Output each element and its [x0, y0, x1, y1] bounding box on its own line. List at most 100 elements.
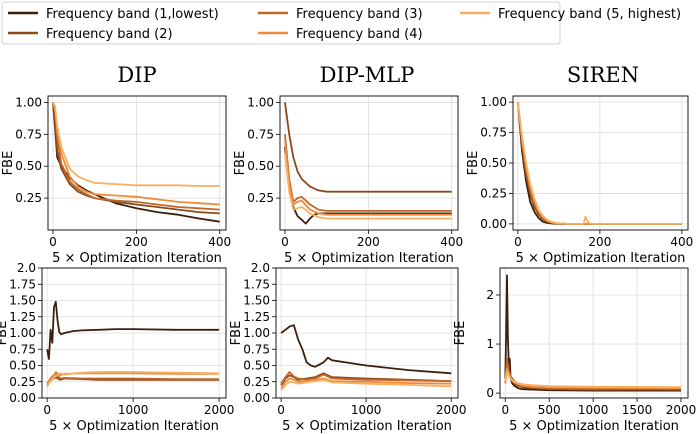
y-tick-label-1: 0.25	[480, 186, 507, 200]
x-tick-label-0: 0	[501, 403, 509, 417]
x-tick-label-1: 200	[357, 235, 380, 249]
y-tick-label-3: 0.75	[480, 126, 507, 140]
x-axis-label: 5 × Optimization Iteration	[284, 251, 454, 266]
y-axis-label: FBE	[229, 321, 244, 346]
y-tick-label-3: 0.75	[243, 342, 270, 356]
axes-frame	[499, 267, 689, 399]
y-tick-label-2: 2	[486, 288, 494, 302]
panel-p12: 0 500 1000 1500 2000 0 1 2 5 × Optimization Iter…	[453, 267, 697, 434]
y-tick-label-3: 1.00	[247, 95, 274, 109]
legend: Frequency band (1,lowest) Frequency band…	[1, 1, 681, 45]
y-tick-label-1: 0.25	[9, 375, 36, 389]
panel-p10: 0 1000 2000 0.00 0.25 0.50 0.75 1.00 1.25 1.50 1.7…	[0, 261, 234, 434]
y-tick-label-1: 0.25	[243, 375, 270, 389]
series-line-5	[46, 371, 220, 386]
y-tick-label-1: 1	[486, 337, 494, 351]
y-axis-label: FBE	[466, 151, 481, 176]
legend-label-1: Frequency band (1,lowest)	[46, 7, 219, 22]
x-tick-label-2: 2000	[204, 403, 235, 417]
y-tick-label-8: 2.0	[17, 261, 36, 275]
y-tick-label-7: 1.75	[243, 277, 270, 291]
y-tick-label-2: 0.50	[480, 156, 507, 170]
series-line-3	[52, 102, 220, 211]
panel-p11: 0 1000 2000 0.00 0.25 0.50 0.75 1.00 1.25 1.50 1.7…	[229, 261, 466, 434]
x-tick-label-0: 0	[277, 403, 285, 417]
legend-label-4: Frequency band (4)	[296, 27, 423, 42]
y-tick-label-7: 1.75	[9, 277, 36, 291]
series-line-4	[52, 102, 220, 206]
y-tick-label-0: 0.00	[480, 217, 507, 231]
y-tick-label-4: 1.00	[9, 326, 36, 340]
legend-label-5: Frequency band (5, highest)	[498, 7, 681, 22]
y-tick-label-6: 1.50	[9, 294, 36, 308]
y-tick-label-8: 2.0	[251, 261, 270, 275]
y-tick-label-2: 0.50	[9, 359, 36, 373]
column-title-dip: DIP	[117, 63, 156, 87]
x-axis-label: 5 × Optimization Iteration	[509, 419, 679, 434]
axes-frame	[47, 95, 227, 231]
x-tick-label-4: 2000	[666, 403, 697, 417]
series-line-5	[280, 378, 452, 391]
y-tick-label-1: 0.50	[247, 159, 274, 173]
y-tick-label-0: 0.00	[243, 391, 270, 405]
y-tick-label-2: 0.75	[247, 127, 274, 141]
x-tick-label-2: 400	[208, 235, 231, 249]
legend-frame	[1, 1, 561, 45]
x-tick-label-0: 0	[43, 403, 51, 417]
series-line-1	[280, 324, 452, 375]
series-line-4	[280, 377, 452, 389]
series-line-3	[284, 134, 452, 212]
x-axis-label: 5 × Optimization Iteration	[516, 251, 686, 266]
series-line-4	[284, 140, 452, 216]
y-axis-label: FBE	[0, 321, 10, 346]
x-tick-label-1: 1000	[351, 403, 382, 417]
y-tick-label-0: 0.00	[9, 391, 36, 405]
series-line-2	[280, 372, 452, 386]
x-tick-label-2: 1000	[578, 403, 609, 417]
x-tick-label-1: 500	[538, 403, 561, 417]
series-line-5	[284, 153, 452, 220]
y-tick-label-4: 1.00	[243, 326, 270, 340]
x-axis-label: 5 × Optimization Iteration	[49, 419, 219, 434]
x-tick-label-0: 0	[514, 235, 522, 249]
legend-label-2: Frequency band (2)	[46, 27, 173, 42]
x-tick-label-2: 400	[440, 235, 463, 249]
y-tick-label-0: 0.25	[15, 191, 42, 205]
y-tick-label-2: 0.75	[15, 127, 42, 141]
x-tick-label-0: 0	[49, 235, 57, 249]
y-tick-label-6: 1.50	[243, 294, 270, 308]
panel-p01: 0 200 400 0.25 0.50 0.75 1.00 5 × Optimization …	[233, 95, 463, 266]
x-tick-label-1: 1000	[118, 403, 149, 417]
panel-p02: 0 200 400 0.00 0.25 0.50 0.75 1.00 5 × Optimizat…	[466, 95, 693, 266]
x-axis-label: 5 × Optimization Iteration	[52, 251, 222, 266]
column-title-dip-mlp: DIP-MLP	[320, 63, 415, 87]
y-axis-label: FBE	[1, 151, 16, 176]
series-line-2	[284, 102, 452, 193]
series-line-3	[280, 371, 452, 385]
x-tick-label-3: 1500	[622, 403, 653, 417]
series-line-5	[52, 101, 220, 187]
axes-frame	[279, 95, 459, 231]
x-tick-label-2: 400	[670, 235, 693, 249]
column-title-siren: SIREN	[567, 63, 639, 87]
y-tick-label-4: 1.00	[480, 95, 507, 109]
x-tick-label-1: 200	[588, 235, 611, 249]
y-tick-label-0: 0.25	[247, 191, 274, 205]
y-tick-label-0: 0	[486, 386, 494, 400]
legend-label-3: Frequency band (3)	[296, 7, 423, 22]
x-tick-label-0: 0	[281, 235, 289, 249]
x-tick-label-1: 200	[125, 235, 148, 249]
y-axis-label: FBE	[233, 151, 248, 176]
y-tick-label-3: 0.75	[9, 342, 36, 356]
y-tick-label-1: 0.50	[15, 159, 42, 173]
y-tick-label-5: 1.25	[9, 310, 36, 324]
x-axis-label: 5 × Optimization Iteration	[282, 419, 452, 434]
x-tick-label-2: 2000	[436, 403, 467, 417]
series-line-5	[504, 370, 682, 389]
series-line-1	[46, 300, 220, 360]
y-tick-label-3: 1.00	[15, 95, 42, 109]
y-axis-label: FBE	[453, 321, 468, 346]
